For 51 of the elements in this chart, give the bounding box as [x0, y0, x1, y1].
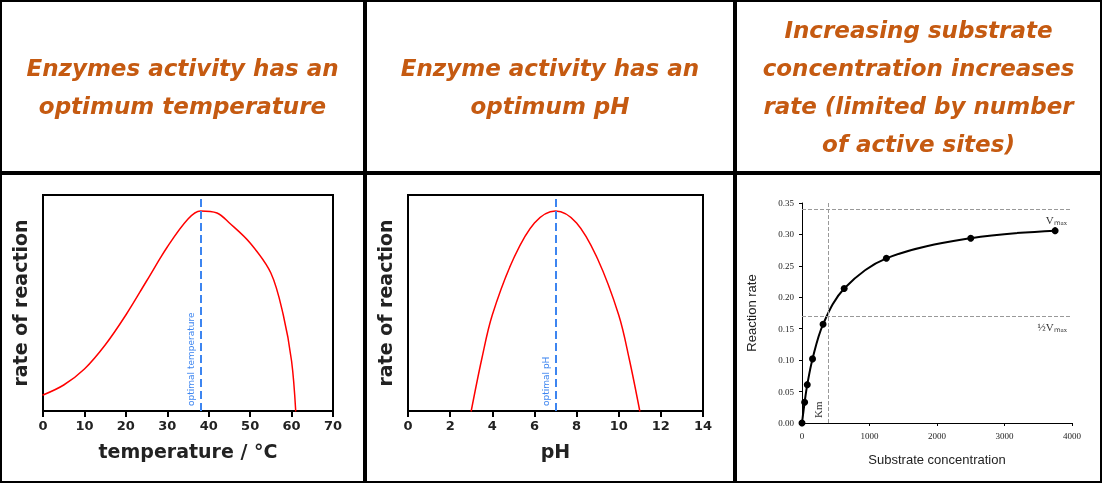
y-axis-title: Reaction rate: [744, 274, 759, 352]
ref-line-label: Vₘₐₓ: [1045, 213, 1068, 226]
point: [1051, 227, 1059, 235]
x-tick-label: 20: [116, 418, 135, 433]
point: [819, 320, 827, 328]
y-axis-title: rate of reaction: [373, 219, 396, 387]
x-tick-label: 40: [199, 418, 218, 433]
chart-title: Enzyme activity has an optimum pH: [365, 0, 735, 173]
ref-line-label: optimal temperature: [185, 312, 196, 406]
point: [967, 234, 975, 242]
x-tick-label: 10: [75, 418, 94, 433]
chart-title: Enzymes activity has an optimum temperature: [0, 0, 365, 173]
point: [882, 254, 890, 262]
x-axis-title: Substrate concentration: [868, 452, 1006, 467]
x-tick-label: 8: [572, 418, 582, 433]
ref-line-label: Km: [811, 401, 824, 418]
x-tick-label: 30: [158, 418, 177, 433]
y-tick-label: 0.10: [778, 355, 795, 366]
ref-line-label: optimal pH: [541, 356, 551, 406]
x-tick-label: 0: [799, 430, 805, 441]
point: [803, 381, 811, 389]
x-tick-label: 12: [651, 418, 670, 433]
y-tick-label: 0.05: [778, 386, 795, 397]
ref-line-label: ½Vₘₐₓ: [1037, 320, 1068, 333]
x-tick-label: 60: [282, 418, 301, 433]
x-tick-label: 1000: [860, 430, 879, 441]
x-tick-label: 4000: [1063, 430, 1082, 441]
x-tick-label: 2: [445, 418, 455, 433]
x-tick-label: 2000: [928, 430, 947, 441]
y-axis-title: rate of reaction: [8, 219, 31, 387]
y-tick-label: 0.35: [778, 198, 795, 208]
x-axis-title: pH: [540, 439, 571, 462]
x-tick-label: 3000: [995, 430, 1014, 441]
x-tick-label: 14: [693, 418, 713, 433]
x-tick-label: 70: [323, 418, 343, 433]
x-tick-label: 0: [38, 418, 48, 433]
point: [809, 355, 817, 363]
chart-title: Increasing substrate concentration increases rate (limited by number of active sites): [735, 0, 1102, 173]
x-tick-label: 0: [403, 418, 413, 433]
y-tick-label: 0.25: [778, 260, 795, 271]
x-tick-label: 4: [487, 418, 497, 433]
x-tick-label: 50: [241, 418, 260, 433]
point: [840, 284, 848, 292]
x-axis-title: temperature / °C: [98, 439, 278, 462]
y-tick-label: 0.20: [778, 292, 795, 303]
x-tick-label: 10: [609, 418, 628, 433]
y-tick-label: 0.30: [778, 229, 795, 240]
y-tick-label: 0.00: [778, 418, 795, 428]
x-tick-label: 6: [529, 418, 539, 433]
point: [801, 398, 809, 406]
y-tick-label: 0.15: [778, 323, 795, 334]
